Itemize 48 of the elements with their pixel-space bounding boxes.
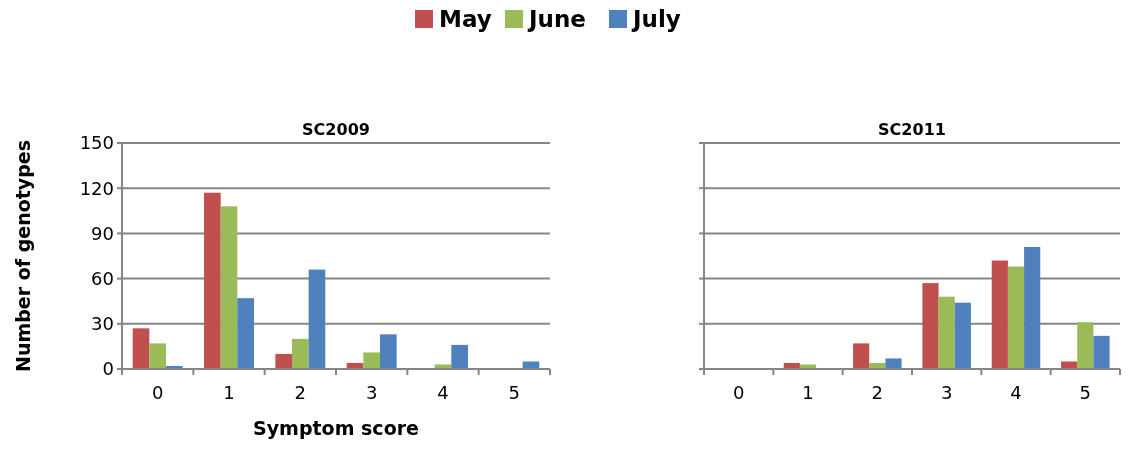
x-axis-title: Symptom score bbox=[253, 417, 419, 439]
x-tick-label: 3 bbox=[940, 382, 953, 403]
bar bbox=[1077, 322, 1094, 369]
bar bbox=[237, 298, 254, 369]
x-tick-label: 5 bbox=[1079, 382, 1092, 403]
x-tick-label: 2 bbox=[294, 382, 307, 403]
y-tick-label: 150 bbox=[79, 132, 114, 154]
y-tick-label: 0 bbox=[102, 358, 114, 380]
y-tick-label: 30 bbox=[91, 313, 114, 335]
bar bbox=[954, 302, 971, 369]
x-tick-label: 3 bbox=[365, 382, 378, 403]
legend-label: May bbox=[439, 6, 492, 32]
x-tick-label: 5 bbox=[508, 382, 521, 403]
bar bbox=[149, 343, 166, 369]
bar bbox=[220, 206, 238, 369]
y-tick-label: 90 bbox=[91, 222, 114, 244]
y-tick-label: 120 bbox=[79, 177, 114, 199]
bar bbox=[853, 343, 870, 369]
x-tick-label: 2 bbox=[871, 382, 884, 403]
x-tick-label: 0 bbox=[151, 382, 164, 403]
bar bbox=[451, 344, 468, 369]
bar bbox=[922, 283, 939, 369]
chart-title: SC2009 bbox=[302, 120, 370, 139]
bar bbox=[132, 328, 150, 369]
bar bbox=[275, 353, 293, 369]
x-tick-label: 4 bbox=[437, 382, 449, 403]
x-tick-label: 1 bbox=[802, 382, 814, 403]
bar bbox=[1007, 266, 1025, 369]
bar bbox=[1061, 361, 1078, 369]
bar bbox=[885, 358, 902, 369]
bar bbox=[363, 352, 380, 369]
x-tick-label: 1 bbox=[223, 382, 235, 403]
bar bbox=[991, 260, 1008, 369]
bar bbox=[1093, 335, 1110, 369]
legend-label: June bbox=[527, 6, 586, 32]
bar bbox=[204, 192, 221, 369]
bar bbox=[379, 334, 397, 369]
chart-title: SC2011 bbox=[878, 120, 946, 139]
bar bbox=[522, 361, 540, 369]
bar bbox=[292, 338, 309, 369]
bar bbox=[938, 296, 955, 369]
legend-label: July bbox=[631, 6, 681, 32]
x-tick-label: 0 bbox=[732, 382, 745, 403]
y-tick-label: 60 bbox=[91, 267, 114, 289]
bar bbox=[1024, 246, 1041, 369]
bar bbox=[308, 269, 326, 369]
x-tick-label: 4 bbox=[1010, 382, 1022, 403]
y-axis-title: Number of genotypes bbox=[12, 140, 34, 372]
